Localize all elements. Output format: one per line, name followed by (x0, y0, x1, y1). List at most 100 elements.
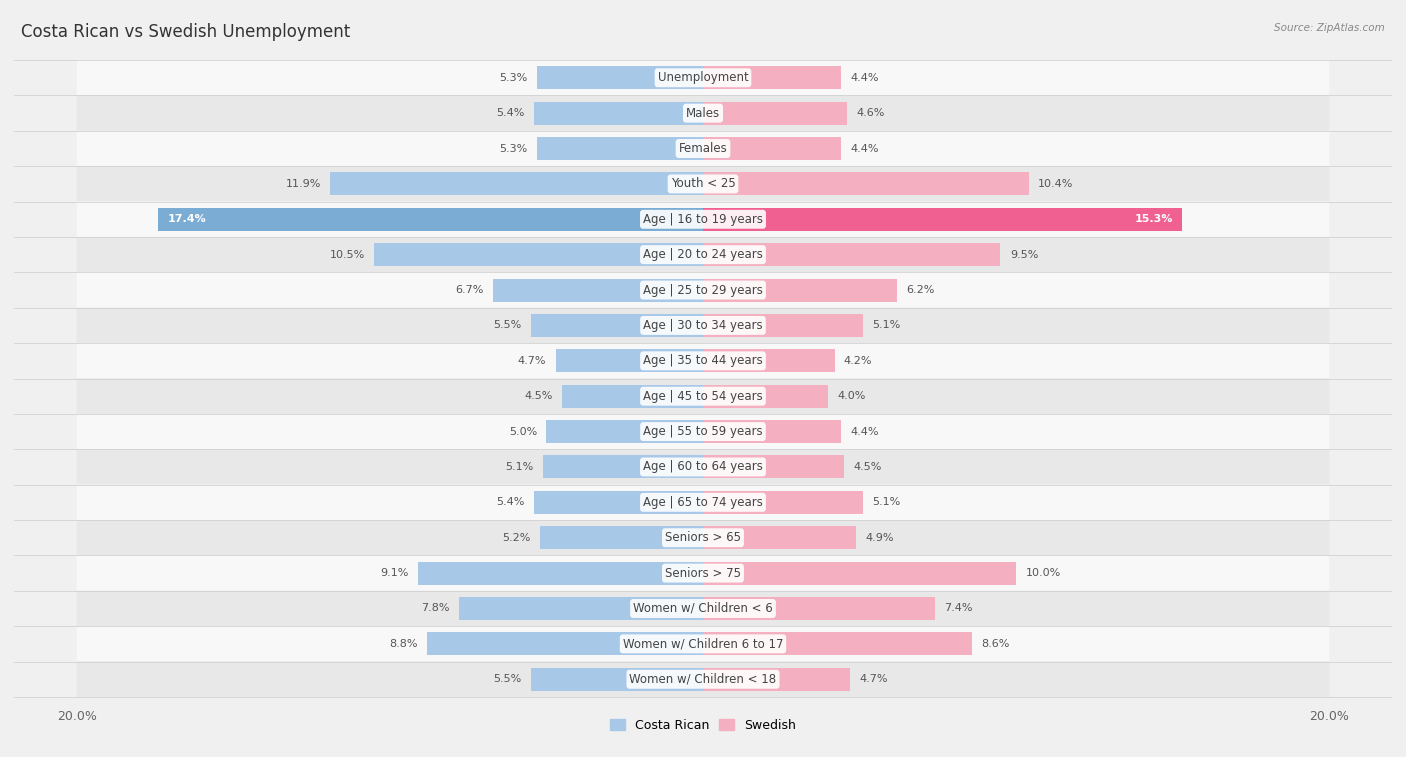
Text: 4.5%: 4.5% (524, 391, 553, 401)
Bar (703, 668, 851, 690)
Text: 5.4%: 5.4% (496, 108, 524, 118)
Bar (703, 67, 841, 89)
Text: Age | 45 to 54 years: Age | 45 to 54 years (643, 390, 763, 403)
Bar (703, 314, 863, 337)
Text: Age | 25 to 29 years: Age | 25 to 29 years (643, 284, 763, 297)
FancyBboxPatch shape (77, 520, 1329, 556)
Text: 10.5%: 10.5% (329, 250, 364, 260)
Text: 5.2%: 5.2% (502, 533, 531, 543)
Text: 17.4%: 17.4% (167, 214, 207, 224)
Bar (703, 279, 897, 301)
Text: Age | 55 to 59 years: Age | 55 to 59 years (643, 425, 763, 438)
Text: Age | 65 to 74 years: Age | 65 to 74 years (643, 496, 763, 509)
FancyBboxPatch shape (77, 201, 1329, 237)
Text: 5.1%: 5.1% (872, 320, 900, 330)
Text: Women w/ Children 6 to 17: Women w/ Children 6 to 17 (623, 637, 783, 650)
Text: 10.4%: 10.4% (1038, 179, 1073, 189)
Text: 7.8%: 7.8% (420, 603, 450, 613)
Bar (703, 456, 844, 478)
Bar (703, 137, 841, 160)
Text: Women w/ Children < 18: Women w/ Children < 18 (630, 673, 776, 686)
Text: 9.1%: 9.1% (380, 568, 409, 578)
Text: 5.3%: 5.3% (499, 144, 527, 154)
Text: 8.6%: 8.6% (981, 639, 1010, 649)
Text: Seniors > 65: Seniors > 65 (665, 531, 741, 544)
Legend: Costa Rican, Swedish: Costa Rican, Swedish (605, 714, 801, 737)
Text: 7.4%: 7.4% (945, 603, 973, 613)
FancyBboxPatch shape (77, 449, 1329, 484)
Bar (547, 420, 703, 443)
Bar (537, 137, 703, 160)
FancyBboxPatch shape (77, 60, 1329, 95)
FancyBboxPatch shape (77, 378, 1329, 414)
Text: Age | 16 to 19 years: Age | 16 to 19 years (643, 213, 763, 226)
Text: 4.9%: 4.9% (866, 533, 894, 543)
Text: Males: Males (686, 107, 720, 120)
Text: 4.0%: 4.0% (838, 391, 866, 401)
Text: 8.8%: 8.8% (389, 639, 418, 649)
Bar (543, 456, 703, 478)
Bar (531, 668, 703, 690)
Text: 5.1%: 5.1% (872, 497, 900, 507)
Text: 4.4%: 4.4% (851, 144, 879, 154)
FancyBboxPatch shape (77, 95, 1329, 131)
Text: 15.3%: 15.3% (1135, 214, 1173, 224)
Text: Costa Rican vs Swedish Unemployment: Costa Rican vs Swedish Unemployment (21, 23, 350, 41)
Text: 5.1%: 5.1% (506, 462, 534, 472)
FancyBboxPatch shape (77, 237, 1329, 273)
Text: 11.9%: 11.9% (285, 179, 321, 189)
Text: 4.7%: 4.7% (859, 674, 889, 684)
Text: Age | 30 to 34 years: Age | 30 to 34 years (643, 319, 763, 332)
Text: 10.0%: 10.0% (1025, 568, 1060, 578)
Bar (703, 526, 856, 550)
Text: 6.2%: 6.2% (907, 285, 935, 295)
Text: Age | 60 to 64 years: Age | 60 to 64 years (643, 460, 763, 473)
Bar (703, 562, 1017, 584)
Text: Females: Females (679, 142, 727, 155)
Bar (531, 314, 703, 337)
FancyBboxPatch shape (77, 590, 1329, 626)
Text: 9.5%: 9.5% (1010, 250, 1038, 260)
Text: 5.5%: 5.5% (494, 320, 522, 330)
Text: Source: ZipAtlas.com: Source: ZipAtlas.com (1274, 23, 1385, 33)
Bar (540, 526, 703, 550)
Bar (458, 597, 703, 620)
Text: 5.3%: 5.3% (499, 73, 527, 83)
FancyBboxPatch shape (77, 343, 1329, 378)
Text: 4.4%: 4.4% (851, 427, 879, 437)
Text: Youth < 25: Youth < 25 (671, 177, 735, 191)
Bar (374, 243, 703, 266)
Bar (703, 385, 828, 408)
Bar (494, 279, 703, 301)
FancyBboxPatch shape (77, 484, 1329, 520)
FancyBboxPatch shape (77, 273, 1329, 308)
Text: 5.5%: 5.5% (494, 674, 522, 684)
Text: Unemployment: Unemployment (658, 71, 748, 84)
FancyBboxPatch shape (77, 414, 1329, 449)
Bar (555, 349, 703, 372)
Bar (703, 243, 1001, 266)
Bar (703, 420, 841, 443)
Bar (703, 491, 863, 514)
Text: 4.2%: 4.2% (844, 356, 872, 366)
FancyBboxPatch shape (77, 626, 1329, 662)
FancyBboxPatch shape (77, 131, 1329, 167)
Text: Seniors > 75: Seniors > 75 (665, 566, 741, 580)
Text: 5.0%: 5.0% (509, 427, 537, 437)
Text: 4.7%: 4.7% (517, 356, 547, 366)
Text: Age | 35 to 44 years: Age | 35 to 44 years (643, 354, 763, 367)
Bar (534, 491, 703, 514)
Text: 4.6%: 4.6% (856, 108, 884, 118)
Bar (562, 385, 703, 408)
Bar (537, 67, 703, 89)
Bar (703, 101, 846, 125)
Bar (157, 207, 703, 231)
Bar (534, 101, 703, 125)
Bar (418, 562, 703, 584)
Text: Women w/ Children < 6: Women w/ Children < 6 (633, 602, 773, 615)
FancyBboxPatch shape (77, 167, 1329, 201)
Bar (427, 632, 703, 656)
Text: Age | 20 to 24 years: Age | 20 to 24 years (643, 248, 763, 261)
Text: 6.7%: 6.7% (456, 285, 484, 295)
Text: 4.5%: 4.5% (853, 462, 882, 472)
